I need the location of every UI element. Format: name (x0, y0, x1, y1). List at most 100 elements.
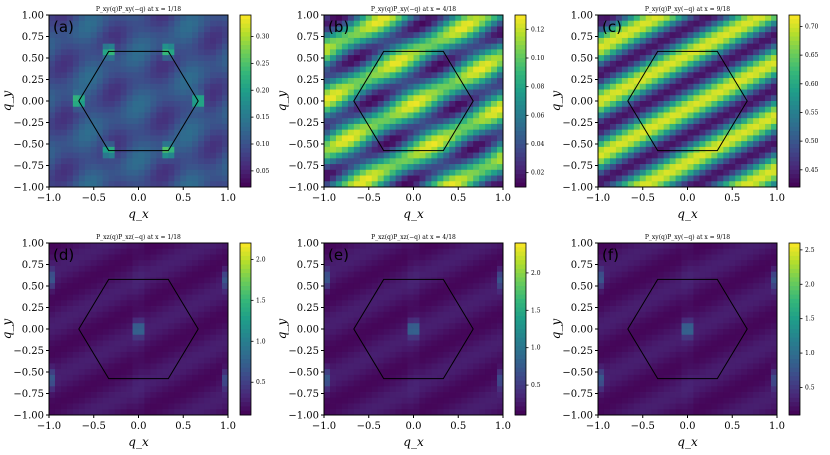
heatmap-cell (90, 380, 98, 387)
heatmap-cell (669, 55, 676, 62)
heatmap-cell (192, 260, 199, 267)
heatmap-cell (60, 294, 68, 301)
heatmap-cell (687, 66, 694, 73)
colorbar-frame (514, 14, 527, 188)
heatmap-cell (72, 72, 80, 79)
heatmap-cell (449, 369, 456, 376)
heatmap-cell (102, 323, 110, 330)
heatmap-cell (192, 392, 199, 399)
heatmap-cell (598, 118, 605, 125)
heatmap-cell (365, 311, 373, 318)
heatmap-cell (449, 386, 456, 393)
heatmap-cell (84, 277, 92, 284)
heatmap-cell (609, 169, 617, 176)
heatmap-cell (747, 60, 754, 67)
heatmap-cell (383, 397, 391, 404)
heatmap-cell (126, 43, 133, 50)
heatmap-cell (132, 169, 139, 176)
heatmap-cell (198, 271, 205, 278)
heatmap-cell (663, 141, 670, 148)
heatmap-cell (353, 101, 361, 108)
heatmap-cell (443, 37, 450, 45)
colorbar-segment (515, 53, 526, 59)
heatmap-cell (609, 152, 617, 159)
heatmap-cell (108, 346, 116, 353)
heatmap-cell (186, 403, 193, 410)
heatmap-cell (645, 181, 653, 188)
heatmap-cell (413, 363, 420, 370)
heatmap-cell (365, 20, 373, 27)
heatmap-cell (431, 55, 438, 62)
heatmap-cell (192, 106, 199, 113)
heatmap-cell (621, 146, 629, 153)
heatmap-cell (407, 141, 414, 148)
heatmap-cell (192, 95, 199, 102)
heatmap-cell (371, 78, 379, 85)
heatmap-cell (192, 351, 199, 359)
heatmap-cell (222, 380, 229, 387)
heatmap-cell (627, 152, 635, 159)
heatmap-cell (186, 101, 193, 108)
heatmap-cell (126, 60, 133, 67)
heatmap-cell (491, 72, 498, 79)
heatmap-cell (389, 323, 396, 330)
heatmap-cell (204, 363, 211, 370)
x-tick-label: 0.0 (406, 421, 422, 432)
heatmap-cell (156, 141, 163, 148)
heatmap-cell (675, 101, 682, 108)
heatmap-cell (138, 346, 145, 353)
heatmap-cell (66, 60, 74, 67)
heatmap-cell (407, 288, 414, 295)
heatmap-cell (723, 123, 730, 131)
heatmap-cell (675, 15, 682, 22)
heatmap-cell (497, 26, 504, 33)
heatmap-cell (222, 392, 229, 399)
heatmap-cell (329, 392, 337, 399)
heatmap-cell (741, 37, 748, 45)
heatmap-cell (210, 49, 217, 56)
heatmap-cell (102, 380, 110, 387)
heatmap-cell (78, 95, 86, 102)
heatmap-cell (413, 146, 420, 153)
heatmap-cell (49, 243, 56, 250)
heatmap-cell (174, 32, 181, 39)
heatmap-cell (54, 288, 62, 295)
colorbar-tick-label: 0.25 (256, 60, 270, 67)
heatmap-cell (443, 288, 450, 295)
heatmap-cell (192, 146, 199, 153)
heatmap-cell (96, 271, 104, 278)
x-tick-label: −0.5 (357, 421, 381, 432)
heatmap-cell (651, 146, 659, 153)
heatmap-cell (102, 158, 110, 165)
heatmap-cell (341, 300, 349, 307)
heatmap-cell (324, 329, 331, 336)
heatmap-cell (168, 26, 175, 33)
heatmap-cell (633, 106, 641, 113)
heatmap-cell (461, 106, 468, 113)
heatmap-cell (473, 409, 480, 416)
heatmap-cell (150, 397, 157, 404)
heatmap-cell (66, 329, 74, 336)
heatmap-cell (717, 175, 724, 182)
heatmap-cell (651, 26, 659, 33)
heatmap-cell (132, 294, 139, 301)
heatmap-cell (192, 55, 199, 62)
heatmap-cell (377, 392, 385, 399)
heatmap-cell (335, 152, 343, 159)
heatmap-cell (49, 288, 56, 295)
heatmap-cell (371, 175, 379, 182)
heatmap-cell (377, 169, 385, 176)
heatmap-cell (120, 66, 127, 73)
heatmap-cell (455, 152, 462, 159)
heatmap-cell (598, 181, 605, 188)
heatmap-cell (377, 55, 385, 62)
heatmap-cell (407, 397, 414, 404)
heatmap-cell (401, 374, 408, 381)
heatmap-cell (347, 386, 355, 393)
heatmap-cell (114, 55, 121, 62)
colorbar-segment (515, 36, 526, 42)
heatmap-cell (479, 106, 486, 113)
heatmap-cell (389, 164, 396, 171)
heatmap-cell (627, 15, 635, 22)
heatmap-cell (467, 89, 474, 96)
